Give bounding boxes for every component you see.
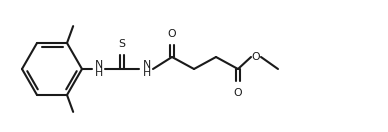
Text: S: S	[118, 39, 125, 49]
Text: O: O	[234, 88, 242, 98]
Text: O: O	[168, 29, 176, 39]
Text: H: H	[143, 68, 151, 78]
Text: N: N	[95, 60, 103, 70]
Text: O: O	[252, 52, 260, 62]
Text: N: N	[143, 60, 151, 70]
Text: H: H	[95, 68, 103, 78]
